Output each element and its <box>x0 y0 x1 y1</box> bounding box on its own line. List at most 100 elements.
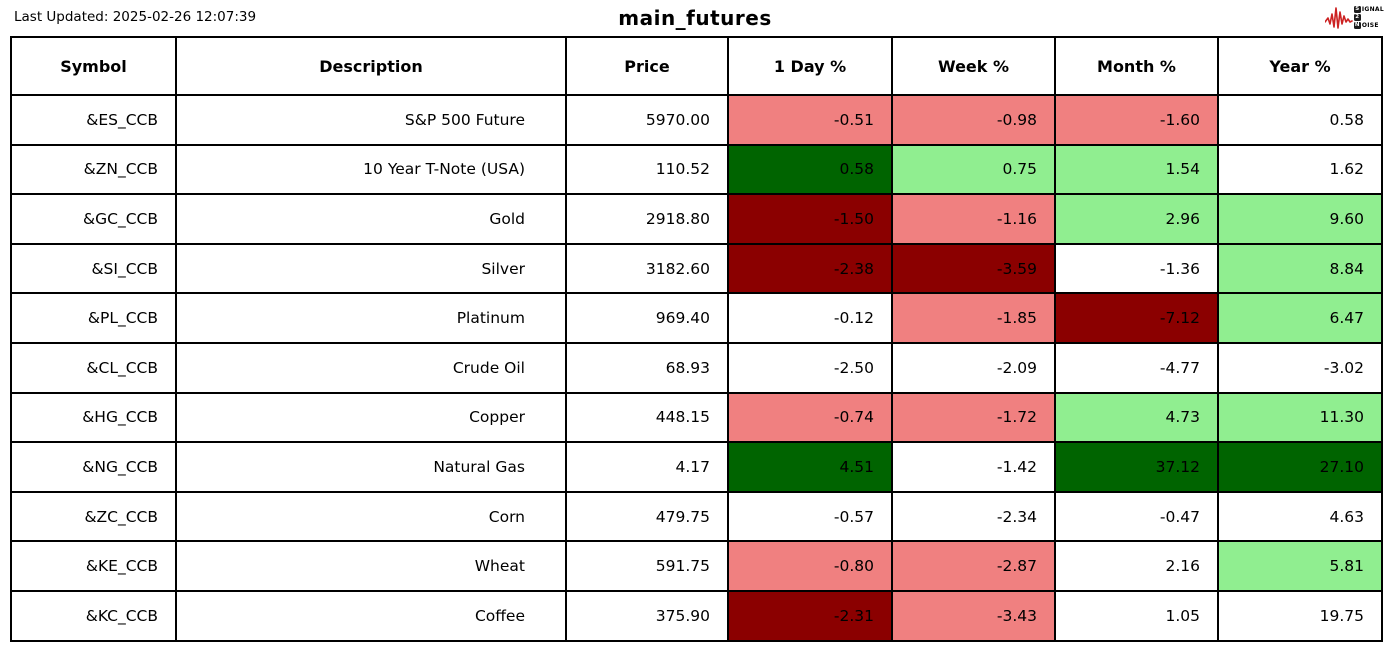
1day-percent-cell: -0.12 <box>727 292 893 344</box>
week-percent-cell: -1.42 <box>891 441 1056 493</box>
month-percent-cell: -1.36 <box>1054 242 1219 295</box>
page-title: main_futures <box>618 6 772 30</box>
week-percent-cell: 0.75 <box>891 143 1056 196</box>
logo-rest-oise: OISE <box>1361 21 1379 29</box>
week-percent-cell: -1.72 <box>891 391 1056 444</box>
month-percent-cell: -0.47 <box>1054 490 1219 543</box>
description-cell: S&P 500 Future <box>175 94 567 146</box>
description-cell: Platinum <box>175 292 567 344</box>
logo-text: S IGNAL 2 N OISE <box>1353 5 1384 29</box>
table-row: &PL_CCB Platinum 969.40 -0.12 -1.85 -7.12 6.47 <box>10 292 1383 344</box>
table-row: &HG_CCB Copper 448.15 -0.74 -1.72 4.73 11.30 <box>10 391 1383 444</box>
col-header-year: Year % <box>1217 36 1383 96</box>
month-percent-cell: 1.05 <box>1054 589 1219 642</box>
week-percent-cell: -3.59 <box>891 242 1056 295</box>
description-cell: Copper <box>175 391 567 444</box>
week-percent-cell: -2.09 <box>891 341 1056 394</box>
week-percent-cell: -1.85 <box>891 292 1056 344</box>
logo-box-n: N <box>1353 21 1361 29</box>
waveform-icon <box>1324 7 1353 29</box>
month-percent-cell: 2.16 <box>1054 540 1219 592</box>
week-percent-cell: -0.98 <box>891 94 1056 146</box>
symbol-cell: &ZC_CCB <box>10 490 177 543</box>
table-row: &NG_CCB Natural Gas 4.17 4.51 -1.42 37.12 27.1… <box>10 441 1383 493</box>
description-cell: Corn <box>175 490 567 543</box>
price-cell: 479.75 <box>565 490 729 543</box>
month-percent-cell: -1.60 <box>1054 94 1219 146</box>
year-percent-cell: 19.75 <box>1217 589 1383 642</box>
table-row: &SI_CCB Silver 3182.60 -2.38 -3.59 -1.36 8.84 <box>10 242 1383 295</box>
year-percent-cell: 4.63 <box>1217 490 1383 543</box>
description-cell: Gold <box>175 193 567 245</box>
price-cell: 969.40 <box>565 292 729 344</box>
table-row: &ES_CCB S&P 500 Future 5970.00 -0.51 -0.98 -1… <box>10 94 1383 146</box>
futures-table: Symbol Description Price 1 Day % Week % … <box>10 36 1383 642</box>
1day-percent-cell: -2.50 <box>727 341 893 394</box>
year-percent-cell: 27.10 <box>1217 441 1383 493</box>
table-row: &KC_CCB Coffee 375.90 -2.31 -3.43 1.05 19.75 <box>10 589 1383 642</box>
description-cell: Silver <box>175 242 567 295</box>
price-cell: 68.93 <box>565 341 729 394</box>
price-cell: 4.17 <box>565 441 729 493</box>
price-cell: 448.15 <box>565 391 729 444</box>
symbol-cell: &ES_CCB <box>10 94 177 146</box>
year-percent-cell: 11.30 <box>1217 391 1383 444</box>
logo-line-2: 2 <box>1353 13 1384 21</box>
symbol-cell: &HG_CCB <box>10 391 177 444</box>
price-cell: 375.90 <box>565 589 729 642</box>
logo-line-signal: S IGNAL <box>1353 5 1384 13</box>
signal2noise-logo: S IGNAL 2 N OISE <box>1324 3 1384 31</box>
price-cell: 2918.80 <box>565 193 729 245</box>
1day-percent-cell: -0.51 <box>727 94 893 146</box>
price-cell: 591.75 <box>565 540 729 592</box>
1day-percent-cell: -0.57 <box>727 490 893 543</box>
table-row: &KE_CCB Wheat 591.75 -0.80 -2.87 2.16 5.81 <box>10 540 1383 592</box>
logo-box-s: S <box>1353 5 1361 13</box>
month-percent-cell: 37.12 <box>1054 441 1219 493</box>
table-row: &ZC_CCB Corn 479.75 -0.57 -2.34 -0.47 4.63 <box>10 490 1383 543</box>
week-percent-cell: -1.16 <box>891 193 1056 245</box>
col-header-description: Description <box>175 36 567 96</box>
description-cell: 10 Year T-Note (USA) <box>175 143 567 196</box>
logo-rest-ignal: IGNAL <box>1361 5 1384 13</box>
year-percent-cell: 9.60 <box>1217 193 1383 245</box>
1day-percent-cell: -0.74 <box>727 391 893 444</box>
week-percent-cell: -3.43 <box>891 589 1056 642</box>
logo-box-2: 2 <box>1353 13 1361 21</box>
year-percent-cell: 0.58 <box>1217 94 1383 146</box>
month-percent-cell: -7.12 <box>1054 292 1219 344</box>
year-percent-cell: 8.84 <box>1217 242 1383 295</box>
header-row: Symbol Description Price 1 Day % Week % … <box>10 36 1383 96</box>
symbol-cell: &SI_CCB <box>10 242 177 295</box>
col-header-symbol: Symbol <box>10 36 177 96</box>
1day-percent-cell: -2.31 <box>727 589 893 642</box>
symbol-cell: &KE_CCB <box>10 540 177 592</box>
table-header: Symbol Description Price 1 Day % Week % … <box>10 36 1383 96</box>
week-percent-cell: -2.87 <box>891 540 1056 592</box>
description-cell: Natural Gas <box>175 441 567 493</box>
1day-percent-cell: -2.38 <box>727 242 893 295</box>
symbol-cell: &PL_CCB <box>10 292 177 344</box>
symbol-cell: &CL_CCB <box>10 341 177 394</box>
col-header-month: Month % <box>1054 36 1219 96</box>
1day-percent-cell: 0.58 <box>727 143 893 196</box>
month-percent-cell: -4.77 <box>1054 341 1219 394</box>
col-header-1day: 1 Day % <box>727 36 893 96</box>
1day-percent-cell: -1.50 <box>727 193 893 245</box>
table-row: &CL_CCB Crude Oil 68.93 -2.50 -2.09 -4.77 -3.0… <box>10 341 1383 394</box>
year-percent-cell: 1.62 <box>1217 143 1383 196</box>
month-percent-cell: 4.73 <box>1054 391 1219 444</box>
symbol-cell: &ZN_CCB <box>10 143 177 196</box>
description-cell: Coffee <box>175 589 567 642</box>
price-cell: 110.52 <box>565 143 729 196</box>
symbol-cell: &KC_CCB <box>10 589 177 642</box>
price-cell: 5970.00 <box>565 94 729 146</box>
table-body: &ES_CCB S&P 500 Future 5970.00 -0.51 -0.98 -1… <box>10 94 1383 642</box>
symbol-cell: &GC_CCB <box>10 193 177 245</box>
year-percent-cell: -3.02 <box>1217 341 1383 394</box>
month-percent-cell: 1.54 <box>1054 143 1219 196</box>
price-cell: 3182.60 <box>565 242 729 295</box>
table-row: &ZN_CCB 10 Year T-Note (USA) 110.52 0.58 0.7… <box>10 143 1383 196</box>
1day-percent-cell: -0.80 <box>727 540 893 592</box>
